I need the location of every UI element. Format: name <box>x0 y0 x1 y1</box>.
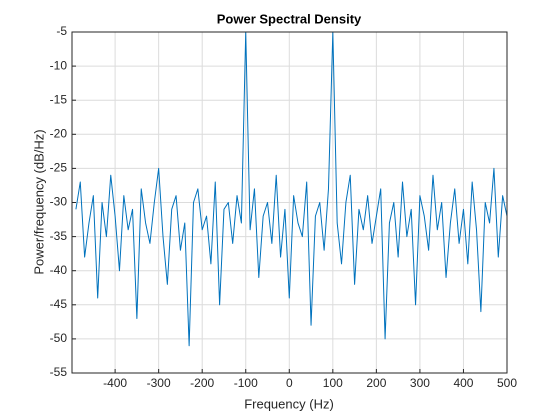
y-tick-label: -30 <box>50 195 68 209</box>
x-tick-label: 500 <box>497 376 517 390</box>
x-tick-label: 400 <box>453 376 473 390</box>
y-tick-label: -40 <box>50 263 68 277</box>
y-tick-label: -50 <box>50 331 68 345</box>
y-tick-label: -20 <box>50 126 68 140</box>
chart-title: Power Spectral Density <box>217 11 362 26</box>
y-tick-label: -15 <box>50 92 68 106</box>
x-tick-label: -200 <box>190 376 214 390</box>
x-tick-label: -400 <box>103 376 127 390</box>
x-tick-label: 300 <box>410 376 430 390</box>
y-axis-label: Power/frequency (dB/Hz) <box>31 129 46 274</box>
x-axis-label: Frequency (Hz) <box>244 396 334 411</box>
y-tick-label: -45 <box>50 297 68 311</box>
y-tick-label: -35 <box>50 229 68 243</box>
y-tick-label: -25 <box>50 161 68 175</box>
x-tick-label: -100 <box>234 376 258 390</box>
x-tick-label: 0 <box>286 376 293 390</box>
y-tick-label: -55 <box>50 365 68 379</box>
marks <box>75 31 508 347</box>
y-tick-label: -10 <box>50 58 68 72</box>
x-tick-label: -300 <box>147 376 171 390</box>
x-tick-label: 100 <box>323 376 343 390</box>
psd-line <box>75 31 508 347</box>
x-tick-label: 200 <box>366 376 386 390</box>
y-tick-label: -5 <box>56 24 67 38</box>
